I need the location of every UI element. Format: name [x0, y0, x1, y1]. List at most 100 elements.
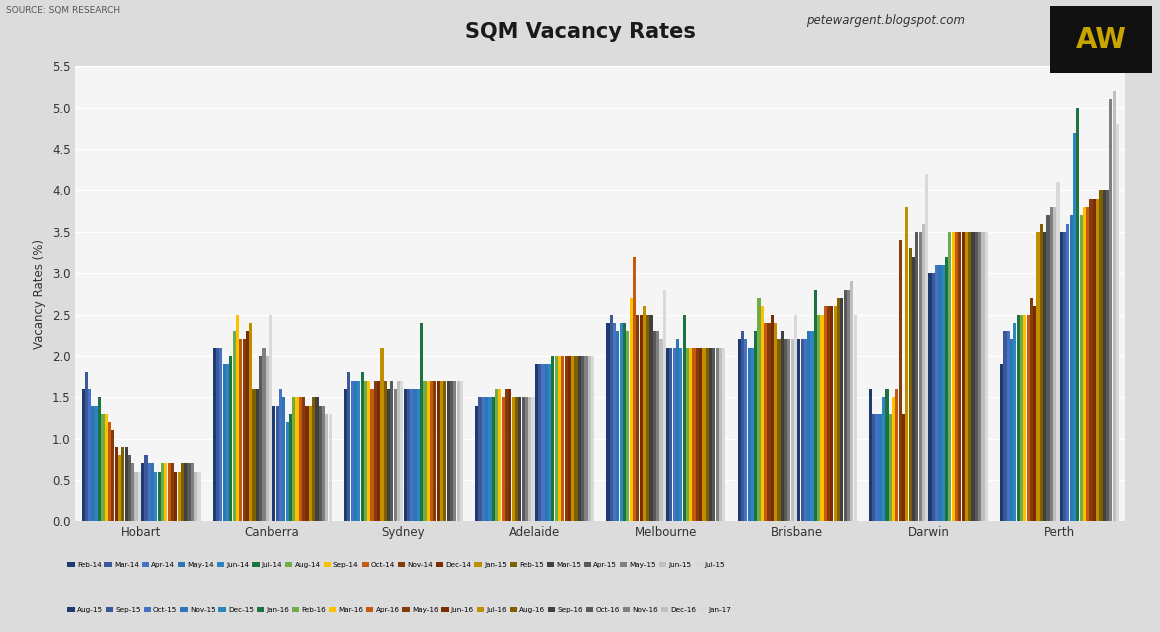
- Bar: [81, 389, 85, 521]
- Bar: [292, 398, 296, 521]
- Bar: [430, 380, 433, 521]
- Bar: [788, 339, 790, 521]
- Bar: [565, 356, 567, 521]
- Bar: [1105, 190, 1109, 521]
- Bar: [619, 323, 623, 521]
- Bar: [942, 265, 945, 521]
- Text: SQM Vacancy Rates: SQM Vacancy Rates: [464, 22, 696, 42]
- Bar: [854, 315, 856, 521]
- Bar: [390, 380, 393, 521]
- Bar: [1016, 315, 1020, 521]
- Bar: [450, 380, 454, 521]
- Bar: [908, 248, 912, 521]
- Text: SOURCE: SQM RESEARCH: SOURCE: SQM RESEARCH: [6, 6, 119, 15]
- Bar: [770, 315, 774, 521]
- Bar: [981, 232, 985, 521]
- Bar: [495, 389, 498, 521]
- Bar: [492, 398, 495, 521]
- Y-axis label: Vacancy Rates (%): Vacancy Rates (%): [34, 239, 46, 349]
- Bar: [902, 414, 905, 521]
- Bar: [273, 406, 275, 521]
- Bar: [630, 298, 632, 521]
- Bar: [581, 356, 585, 521]
- Bar: [653, 331, 655, 521]
- Bar: [666, 348, 669, 521]
- Bar: [800, 339, 804, 521]
- Bar: [154, 471, 158, 521]
- Bar: [316, 398, 319, 521]
- Bar: [824, 307, 827, 521]
- Bar: [347, 372, 350, 521]
- Bar: [322, 406, 325, 521]
- Bar: [588, 356, 590, 521]
- Bar: [478, 398, 481, 521]
- Bar: [1080, 216, 1082, 521]
- Bar: [817, 315, 820, 521]
- Bar: [184, 463, 187, 521]
- Bar: [508, 389, 512, 521]
- Bar: [216, 348, 219, 521]
- Bar: [262, 348, 266, 521]
- Bar: [1073, 133, 1076, 521]
- Bar: [309, 406, 312, 521]
- Bar: [896, 389, 899, 521]
- Bar: [374, 380, 377, 521]
- Bar: [1010, 339, 1013, 521]
- Bar: [377, 380, 380, 521]
- Bar: [811, 331, 813, 521]
- Bar: [370, 389, 374, 521]
- Bar: [255, 389, 259, 521]
- Bar: [92, 406, 95, 521]
- Bar: [266, 356, 269, 521]
- Bar: [407, 389, 409, 521]
- Bar: [1103, 190, 1105, 521]
- Bar: [1093, 198, 1096, 521]
- Bar: [188, 463, 190, 521]
- Text: petewargent.blogspot.com: petewargent.blogspot.com: [806, 14, 965, 27]
- Bar: [561, 356, 565, 521]
- Bar: [838, 298, 840, 521]
- Bar: [926, 174, 928, 521]
- Bar: [1039, 224, 1043, 521]
- Bar: [869, 389, 872, 521]
- Bar: [761, 307, 764, 521]
- Bar: [971, 232, 974, 521]
- Bar: [626, 331, 630, 521]
- Bar: [643, 307, 646, 521]
- Bar: [1076, 107, 1079, 521]
- Bar: [949, 232, 951, 521]
- Bar: [554, 356, 558, 521]
- Bar: [174, 471, 177, 521]
- Bar: [364, 380, 367, 521]
- Bar: [302, 398, 305, 521]
- Bar: [190, 463, 194, 521]
- Bar: [885, 389, 889, 521]
- Bar: [528, 398, 531, 521]
- Bar: [1060, 232, 1063, 521]
- Bar: [747, 348, 751, 521]
- Bar: [612, 323, 616, 521]
- Bar: [128, 455, 131, 521]
- Bar: [512, 398, 515, 521]
- Bar: [768, 323, 770, 521]
- Bar: [1066, 224, 1070, 521]
- Bar: [850, 281, 854, 521]
- Bar: [194, 471, 197, 521]
- Bar: [1089, 198, 1093, 521]
- Bar: [161, 463, 164, 521]
- Bar: [219, 348, 223, 521]
- Bar: [197, 471, 201, 521]
- Bar: [723, 348, 725, 521]
- Bar: [985, 232, 988, 521]
- Bar: [285, 422, 289, 521]
- Bar: [171, 463, 174, 521]
- Bar: [834, 307, 836, 521]
- Bar: [111, 430, 115, 521]
- Bar: [777, 339, 781, 521]
- Bar: [226, 364, 230, 521]
- Bar: [104, 414, 108, 521]
- Bar: [814, 289, 817, 521]
- Bar: [253, 389, 255, 521]
- Bar: [282, 398, 285, 521]
- Bar: [131, 463, 135, 521]
